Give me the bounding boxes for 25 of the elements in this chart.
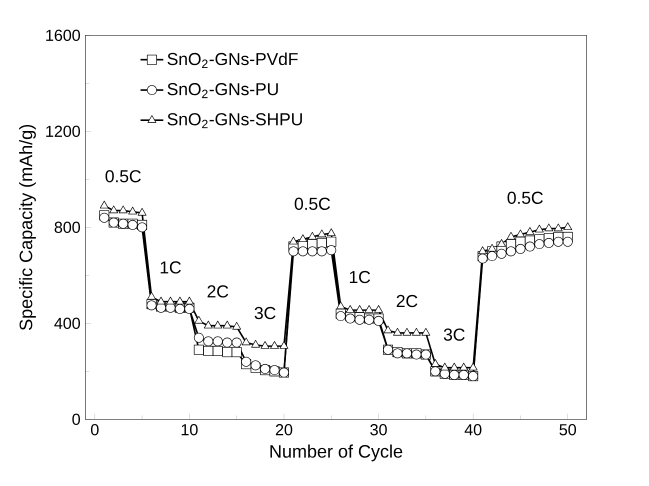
annotation: 1C: [350, 270, 370, 284]
x-tick-label: 40: [464, 424, 482, 436]
annotation: 0.5C: [508, 192, 543, 204]
y-tick-label: 0: [72, 414, 80, 425]
annotation: 3C: [444, 328, 465, 341]
y-tick-label: 1200: [46, 126, 80, 137]
legend-label: SnO$_{2}$-GNs-PU: [168, 83, 278, 98]
annotation: 1C: [160, 261, 181, 274]
x-tick-label: 10: [182, 424, 198, 436]
y-axis-title: Specific Capacity (mAh/g): [19, 124, 36, 330]
annotation: 2C: [396, 294, 418, 308]
annotation: 2C: [208, 285, 228, 298]
y-tick-label: 400: [54, 318, 80, 329]
annotation: 0.5C: [106, 170, 141, 182]
y-tick-label: 800: [54, 222, 80, 233]
legend-label: SnO$_{2}$-GNs-SHPU: [168, 113, 302, 128]
x-tick-label: 20: [276, 424, 292, 436]
x-tick-label: 50: [560, 424, 576, 436]
annotation: 0.5C: [294, 198, 330, 210]
x-tick-label: 30: [370, 424, 387, 436]
legend-label: SnO$_{2}$-GNs-PVdF: [168, 52, 298, 68]
x-tick-label: 0: [90, 424, 99, 436]
y-tick-label: 1600: [46, 30, 80, 41]
annotation: 3C: [254, 306, 276, 320]
x-axis-title: Number of Cycle: [270, 444, 402, 462]
